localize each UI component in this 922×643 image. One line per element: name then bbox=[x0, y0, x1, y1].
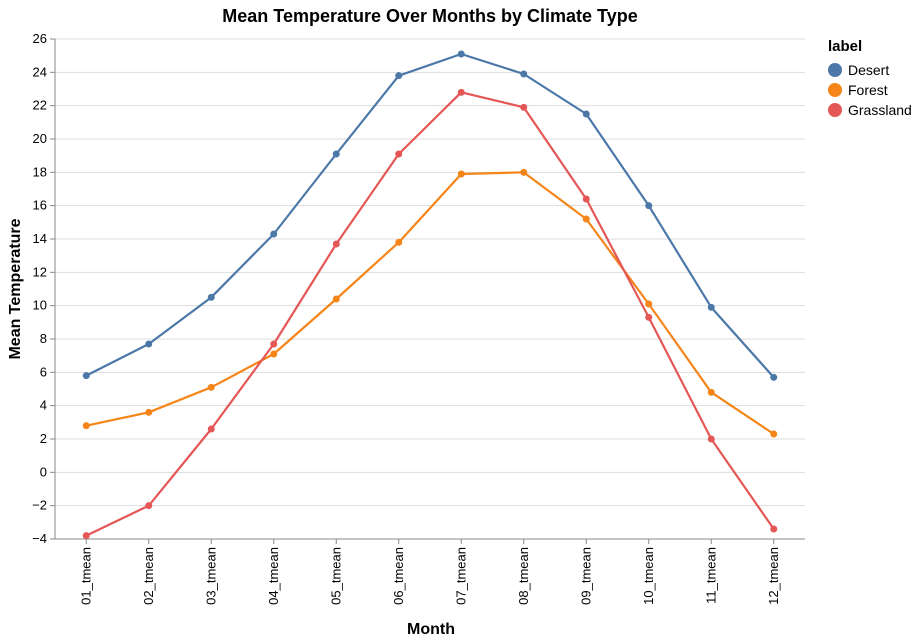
legend-title: label bbox=[828, 38, 862, 55]
x-tick-label: 07_tmean bbox=[453, 547, 468, 605]
data-point-desert bbox=[645, 202, 653, 210]
data-point-grassland bbox=[645, 313, 653, 321]
x-tick-label: 02_tmean bbox=[141, 547, 156, 605]
gridlines bbox=[55, 38, 805, 540]
y-tick-label: 14 bbox=[33, 231, 47, 246]
y-tick-label: −4 bbox=[32, 531, 47, 546]
series-lines bbox=[82, 50, 778, 540]
x-tick-label: 12_tmean bbox=[766, 547, 781, 605]
data-point-desert bbox=[395, 72, 403, 80]
y-tick-label: 22 bbox=[33, 98, 47, 113]
data-point-grassland bbox=[145, 502, 153, 510]
y-tick-label: 12 bbox=[33, 264, 47, 279]
data-point-forest bbox=[707, 388, 715, 396]
series-line-forest bbox=[85, 171, 775, 436]
x-tick-label: 04_tmean bbox=[266, 547, 281, 605]
data-point-grassland bbox=[207, 425, 215, 433]
y-tick-label: 20 bbox=[33, 131, 47, 146]
y-tick-label: 16 bbox=[33, 198, 47, 213]
legend-label-desert: Desert bbox=[848, 62, 889, 78]
x-tick-label: 08_tmean bbox=[516, 547, 531, 605]
data-point-desert bbox=[707, 303, 715, 311]
data-point-desert bbox=[457, 50, 465, 58]
data-point-desert bbox=[520, 70, 528, 78]
y-tick-label: 2 bbox=[40, 431, 47, 446]
data-point-grassland bbox=[82, 532, 90, 540]
data-point-forest bbox=[520, 168, 528, 176]
data-point-desert bbox=[82, 372, 90, 380]
y-tick-label: 26 bbox=[33, 31, 47, 46]
data-point-grassland bbox=[332, 240, 340, 248]
data-point-desert bbox=[770, 373, 778, 381]
y-tick-label: −2 bbox=[32, 498, 47, 513]
data-point-grassland bbox=[582, 195, 590, 203]
data-point-forest bbox=[82, 422, 90, 430]
y-tick-label: 8 bbox=[40, 331, 47, 346]
x-tick-label: 01_tmean bbox=[78, 547, 93, 605]
x-tick-label: 05_tmean bbox=[328, 547, 343, 605]
x-tick-label: 03_tmean bbox=[203, 547, 218, 605]
data-point-forest bbox=[270, 350, 278, 358]
series-line-grassland bbox=[85, 91, 775, 537]
y-axis-title: Mean Temperature bbox=[7, 218, 24, 359]
data-point-forest bbox=[645, 300, 653, 308]
x-axis-title: Month bbox=[407, 621, 455, 638]
data-point-desert bbox=[270, 230, 278, 238]
data-point-grassland bbox=[770, 525, 778, 533]
legend-swatch-desert bbox=[828, 63, 842, 77]
x-tick-label: 10_tmean bbox=[641, 547, 656, 605]
series-line-desert bbox=[85, 52, 775, 379]
legend: label Desert Forest Grassland bbox=[828, 38, 912, 118]
data-point-forest bbox=[145, 408, 153, 416]
data-point-desert bbox=[145, 340, 153, 348]
legend-swatch-grassland bbox=[828, 103, 842, 117]
x-tick-label: 11_tmean bbox=[703, 547, 718, 604]
data-point-forest bbox=[770, 430, 778, 438]
data-point-grassland bbox=[395, 150, 403, 158]
y-tick-label: 6 bbox=[40, 364, 47, 379]
chart-title: Mean Temperature Over Months by Climate … bbox=[222, 6, 637, 26]
data-point-desert bbox=[582, 110, 590, 118]
data-point-grassland bbox=[270, 340, 278, 348]
data-point-grassland bbox=[707, 435, 715, 443]
x-tick-label: 06_tmean bbox=[391, 547, 406, 605]
legend-label-grassland: Grassland bbox=[848, 102, 912, 118]
data-point-forest bbox=[207, 383, 215, 391]
legend-swatch-forest bbox=[828, 83, 842, 97]
y-tick-label: 24 bbox=[33, 64, 47, 79]
data-point-forest bbox=[582, 215, 590, 223]
data-point-grassland bbox=[457, 88, 465, 96]
data-point-forest bbox=[332, 295, 340, 303]
y-tick-label: 18 bbox=[33, 164, 47, 179]
legend-label-forest: Forest bbox=[848, 82, 888, 98]
data-point-forest bbox=[395, 238, 403, 246]
data-point-desert bbox=[207, 293, 215, 301]
data-point-desert bbox=[332, 150, 340, 158]
y-tick-label: 10 bbox=[33, 298, 47, 313]
data-point-forest bbox=[457, 170, 465, 178]
data-point-grassland bbox=[520, 103, 528, 111]
x-tick-label: 09_tmean bbox=[578, 547, 593, 605]
y-tick-label: 0 bbox=[40, 464, 47, 479]
y-tick-label: 4 bbox=[40, 398, 47, 413]
